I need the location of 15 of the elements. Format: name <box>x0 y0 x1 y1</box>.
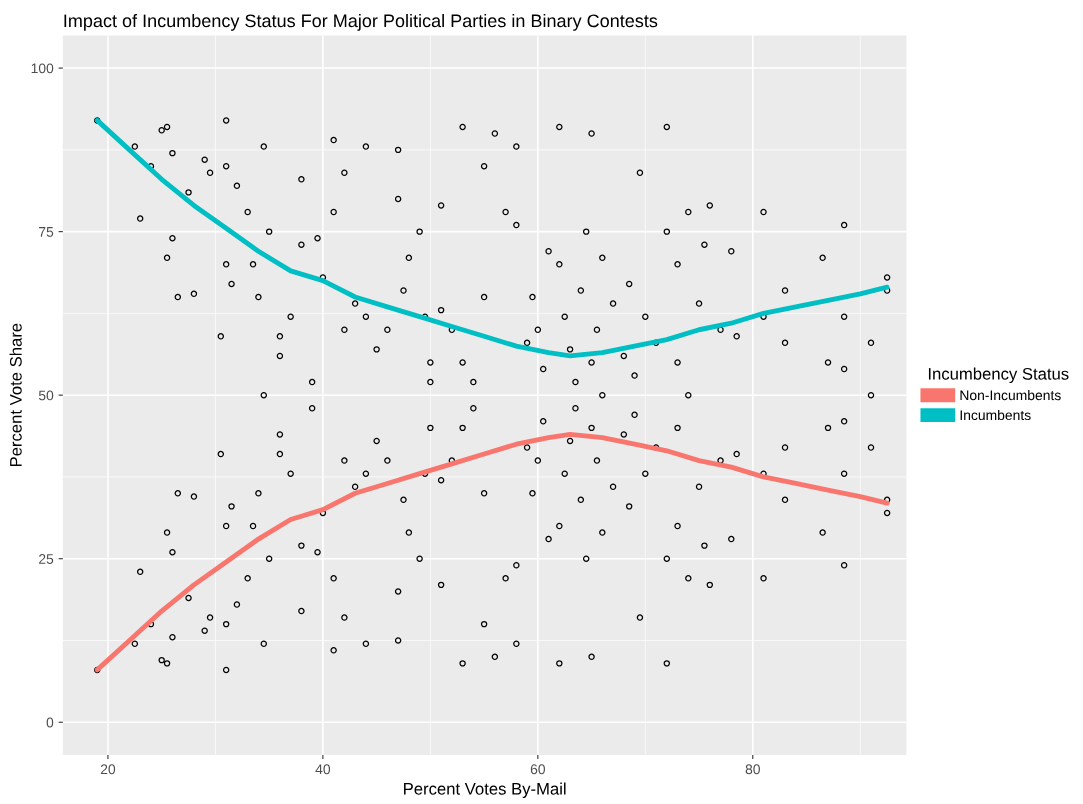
legend-label: Incumbents <box>960 409 1031 421</box>
y-tick-label: 50 <box>38 390 54 401</box>
x-axis-title: Percent Votes By-Mail <box>404 782 566 799</box>
y-tick-label: 100 <box>31 63 54 74</box>
x-tick-label: 20 <box>100 764 116 775</box>
y-tick-label: 0 <box>46 717 54 728</box>
x-tick-label: 60 <box>530 764 546 775</box>
chart-title: Impact of Incumbency Status For Major Political Parties in Binary Contests <box>64 13 658 31</box>
legend-label: Non-Incumbents <box>960 389 1061 401</box>
x-tick-label: 80 <box>745 764 760 775</box>
x-tick-label: 40 <box>315 764 331 775</box>
y-axis-title: Percent Vote Share <box>9 323 22 467</box>
y-tick-label: 75 <box>39 227 54 237</box>
y-tick-label: 25 <box>39 554 54 564</box>
legend-title: Incumbency Status <box>928 367 1069 384</box>
